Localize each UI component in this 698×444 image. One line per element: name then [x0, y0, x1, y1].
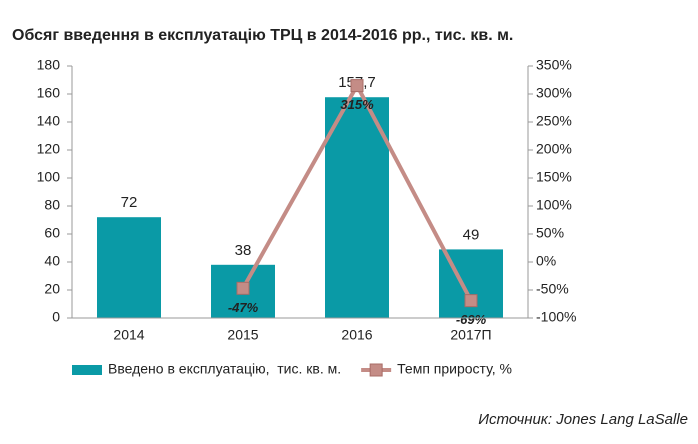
- line-marker: [350, 79, 364, 93]
- y-tick-label: 0: [52, 309, 60, 325]
- y-tick-label: 140: [37, 113, 61, 129]
- bar: [325, 97, 389, 318]
- y2-tick-label: 150%: [536, 169, 572, 185]
- legend-marker: [369, 363, 383, 377]
- y-tick-label: 120: [37, 141, 61, 157]
- y-tick-label: 20: [44, 281, 60, 297]
- legend-swatch: [72, 365, 102, 375]
- line-label: 315%: [340, 97, 374, 112]
- y2-tick-label: 50%: [536, 225, 564, 241]
- y-tick-label: 40: [44, 253, 60, 269]
- y2-tick-label: 200%: [536, 141, 572, 157]
- bar-label: 49: [463, 226, 480, 243]
- legend-label: Введено в експлуатацію, тис. кв. м.: [108, 361, 341, 377]
- y2-tick-label: 250%: [536, 113, 572, 129]
- y2-tick-label: 0%: [536, 253, 556, 269]
- bar-label: 72: [121, 194, 138, 211]
- bar: [97, 217, 161, 318]
- y-tick-label: 180: [37, 57, 61, 73]
- legend-label: Темп приросту, %: [397, 361, 512, 377]
- y2-tick-label: 350%: [536, 57, 572, 73]
- line-label: -69%: [456, 312, 487, 327]
- line-marker: [236, 281, 250, 295]
- y-tick-label: 160: [37, 85, 61, 101]
- y2-tick-label: -100%: [536, 309, 576, 325]
- x-tick-label: 2015: [227, 327, 258, 343]
- y-tick-label: 80: [44, 197, 60, 213]
- x-tick-label: 2017П: [450, 327, 491, 343]
- line-label: -47%: [228, 300, 259, 315]
- y2-tick-label: -50%: [536, 281, 569, 297]
- y2-tick-label: 300%: [536, 85, 572, 101]
- x-tick-label: 2014: [113, 327, 144, 343]
- y2-tick-label: 100%: [536, 197, 572, 213]
- line-marker: [464, 294, 478, 308]
- source: Источник: Jones Lang LaSalle: [478, 411, 688, 428]
- y-tick-label: 100: [37, 169, 61, 185]
- bar-label: 38: [235, 242, 252, 259]
- y-tick-label: 60: [44, 225, 60, 241]
- x-tick-label: 2016: [341, 327, 372, 343]
- chart-title: Обсяг введення в експлуатацію ТРЦ в 2014…: [12, 27, 513, 44]
